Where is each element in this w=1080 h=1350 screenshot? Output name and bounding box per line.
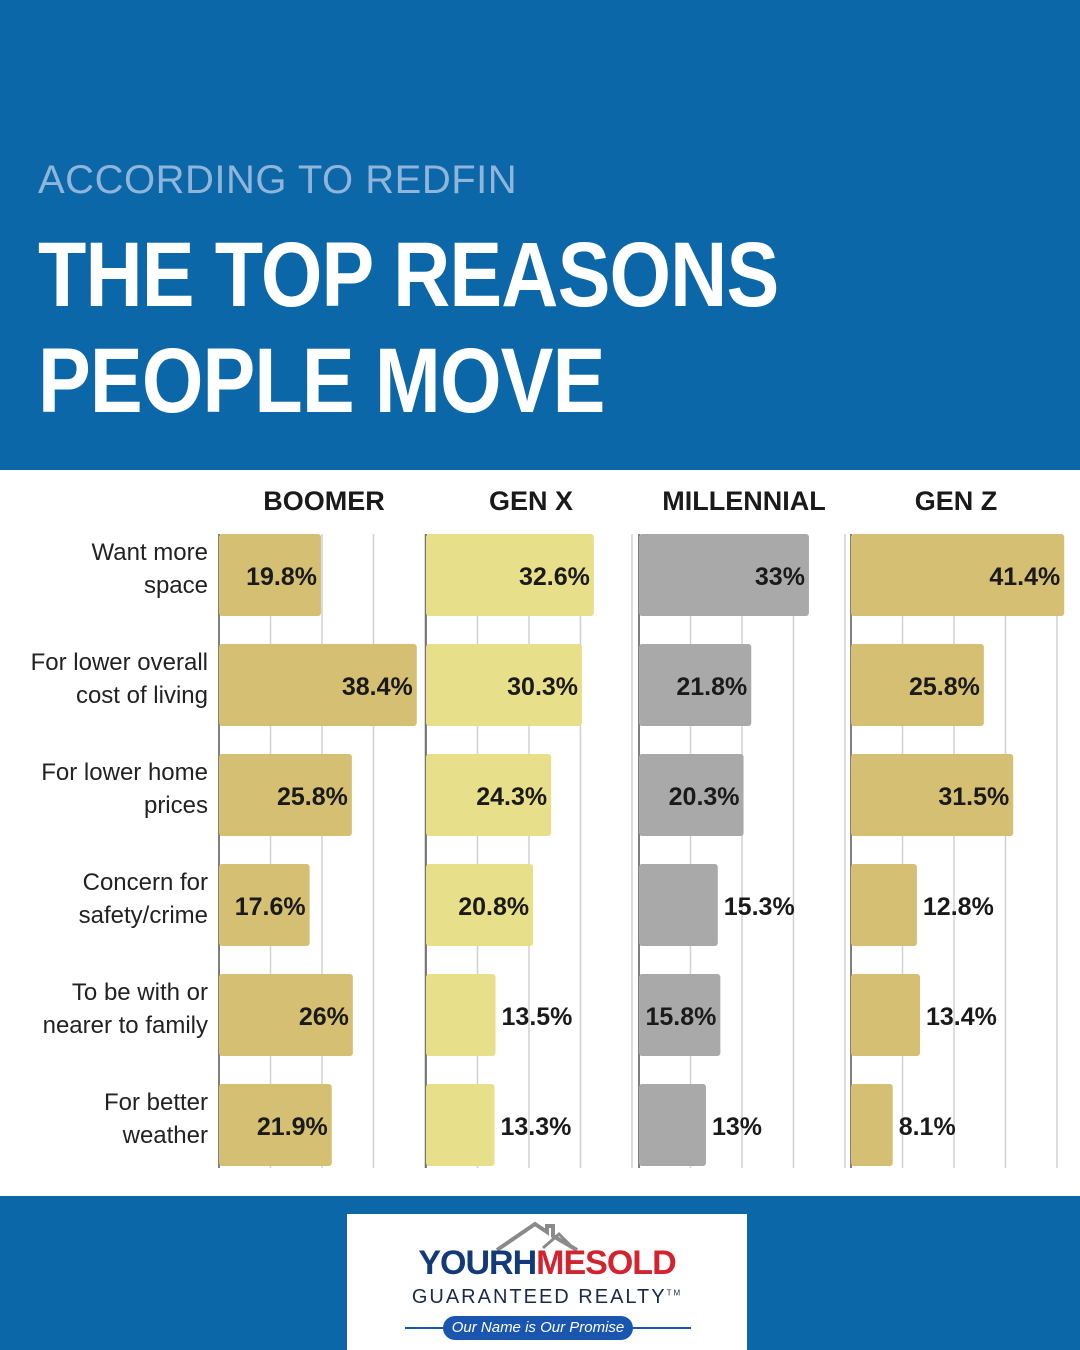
bar — [219, 754, 352, 836]
bar — [219, 534, 321, 616]
data-label: 25.8% — [277, 783, 348, 811]
bar — [851, 644, 984, 726]
bar — [426, 754, 552, 836]
bar — [426, 534, 594, 616]
data-label: 13.3% — [500, 1113, 571, 1141]
category-label: For lower overall — [31, 649, 208, 676]
data-label: 15.3% — [724, 893, 795, 921]
data-label: 19.8% — [246, 563, 317, 591]
logo-wordmark: YOURHMESOLD — [418, 1244, 676, 1282]
bar — [639, 974, 721, 1056]
data-label: 41.4% — [989, 563, 1060, 591]
data-label: 13.4% — [926, 1003, 997, 1031]
category-label: safety/crime — [79, 902, 208, 929]
data-label: 26% — [299, 1003, 349, 1031]
category-label: For lower home — [41, 759, 208, 786]
category-label: space — [144, 572, 208, 599]
category-label: For better — [104, 1089, 208, 1116]
series-header: BOOMER — [263, 486, 385, 516]
logo-motto: Our Name is Our Promise — [443, 1316, 633, 1340]
bar — [219, 1084, 332, 1166]
data-label: 30.3% — [507, 673, 578, 701]
series-header: GEN Z — [915, 486, 998, 516]
bar — [219, 974, 353, 1056]
company-logo: YOURHMESOLD GUARANTEED REALTYTM Our Name… — [347, 1214, 747, 1350]
data-label: 21.9% — [257, 1113, 328, 1141]
category-label: cost of living — [76, 682, 208, 709]
data-label: 13.5% — [502, 1003, 573, 1031]
bar — [851, 864, 917, 946]
data-label: 20.3% — [669, 783, 740, 811]
bar — [426, 864, 534, 946]
data-label: 20.8% — [458, 893, 529, 921]
bar — [219, 864, 310, 946]
bar — [426, 644, 583, 726]
bar — [426, 1084, 495, 1166]
category-label: Concern for — [83, 869, 208, 896]
bar — [851, 974, 921, 1056]
header-band — [0, 0, 1080, 470]
data-label: 21.8% — [676, 673, 747, 701]
data-label: 24.3% — [476, 783, 547, 811]
chart-title-line-2: PEOPLE MOVE — [38, 330, 605, 432]
data-label: 38.4% — [342, 673, 413, 701]
data-label: 25.8% — [909, 673, 980, 701]
category-label: prices — [144, 792, 208, 819]
category-label: nearer to family — [43, 1012, 208, 1039]
house-roof-icon — [495, 1221, 579, 1252]
bar — [426, 974, 496, 1056]
chart-title: THE TOP REASONS PEOPLE MOVE — [38, 222, 779, 434]
category-label: To be with or — [72, 979, 208, 1006]
bar-chart: BOOMER GEN X MILLENNIAL GEN Z Want more space… — [31, 486, 1065, 1168]
logo-tagline: GUARANTEED REALTYTM — [411, 1286, 683, 1308]
chart-title-line-1: THE TOP REASONS — [38, 224, 779, 326]
bar — [851, 754, 1014, 836]
data-label: 17.6% — [235, 893, 306, 921]
bar — [639, 644, 752, 726]
data-label: 31.5% — [938, 783, 1009, 811]
bar — [639, 534, 809, 616]
chart-subtitle: ACCORDING TO REDFIN — [38, 158, 518, 202]
data-label: 32.6% — [519, 563, 590, 591]
data-label: 13% — [712, 1113, 762, 1141]
category-label: Want more — [92, 539, 208, 566]
data-label: 8.1% — [899, 1113, 956, 1141]
data-label: 12.8% — [923, 893, 994, 921]
bar — [639, 754, 744, 836]
bar — [851, 534, 1065, 616]
bar — [639, 864, 718, 946]
logo-rule-left — [405, 1327, 445, 1329]
series-header: GEN X — [489, 486, 573, 516]
bar — [851, 1084, 893, 1166]
logo-rule-right — [631, 1327, 691, 1329]
series-header: MILLENNIAL — [662, 486, 825, 516]
data-label: 33% — [755, 563, 805, 591]
bar — [639, 1084, 706, 1166]
category-label: weather — [122, 1122, 208, 1149]
data-label: 15.8% — [645, 1003, 716, 1031]
bar — [219, 644, 417, 726]
